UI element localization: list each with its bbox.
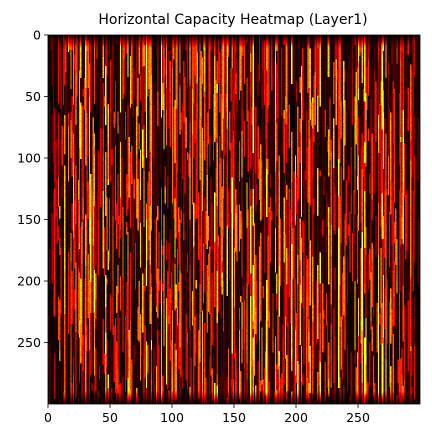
x-tick-label: 250 xyxy=(346,410,370,425)
chart-title: Horizontal Capacity Heatmap (Layer1) xyxy=(98,12,367,28)
y-tick-label: 50 xyxy=(25,89,41,104)
x-tick-label: 200 xyxy=(284,410,308,425)
y-tick-label: 150 xyxy=(17,212,41,227)
y-tick-label: 250 xyxy=(17,335,41,350)
x-axis: 0 50 100 150 200 250 xyxy=(44,404,370,425)
heatmap-plot-area xyxy=(47,34,421,405)
y-axis: 0 50 100 150 200 250 xyxy=(17,28,48,350)
x-tick-label: 50 xyxy=(102,410,118,425)
y-tick-label: 100 xyxy=(17,151,41,166)
y-tick-label: 0 xyxy=(33,28,41,43)
x-tick-label: 100 xyxy=(160,410,184,425)
heatmap-image xyxy=(48,35,420,404)
x-tick-label: 0 xyxy=(44,410,52,425)
y-tick-label: 200 xyxy=(17,274,41,289)
x-tick-label: 150 xyxy=(222,410,246,425)
